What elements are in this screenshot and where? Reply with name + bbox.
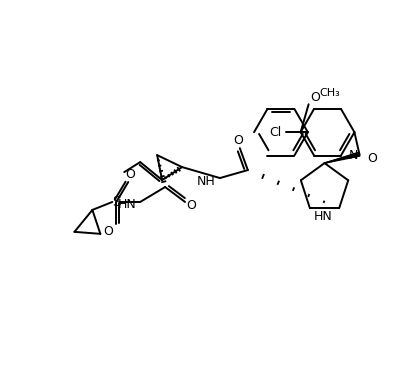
- Polygon shape: [325, 152, 360, 163]
- Text: N: N: [349, 149, 358, 162]
- Text: NH: NH: [197, 174, 216, 188]
- Text: O: O: [310, 91, 320, 104]
- Text: O: O: [186, 200, 196, 212]
- Text: O: O: [125, 168, 135, 180]
- Text: CH₃: CH₃: [319, 89, 340, 98]
- Text: HN: HN: [314, 210, 333, 223]
- Text: S: S: [112, 195, 121, 209]
- Text: Cl: Cl: [270, 126, 282, 139]
- Text: O: O: [233, 134, 243, 147]
- Text: O: O: [367, 152, 377, 165]
- Text: HN: HN: [118, 198, 136, 211]
- Text: O: O: [103, 225, 113, 238]
